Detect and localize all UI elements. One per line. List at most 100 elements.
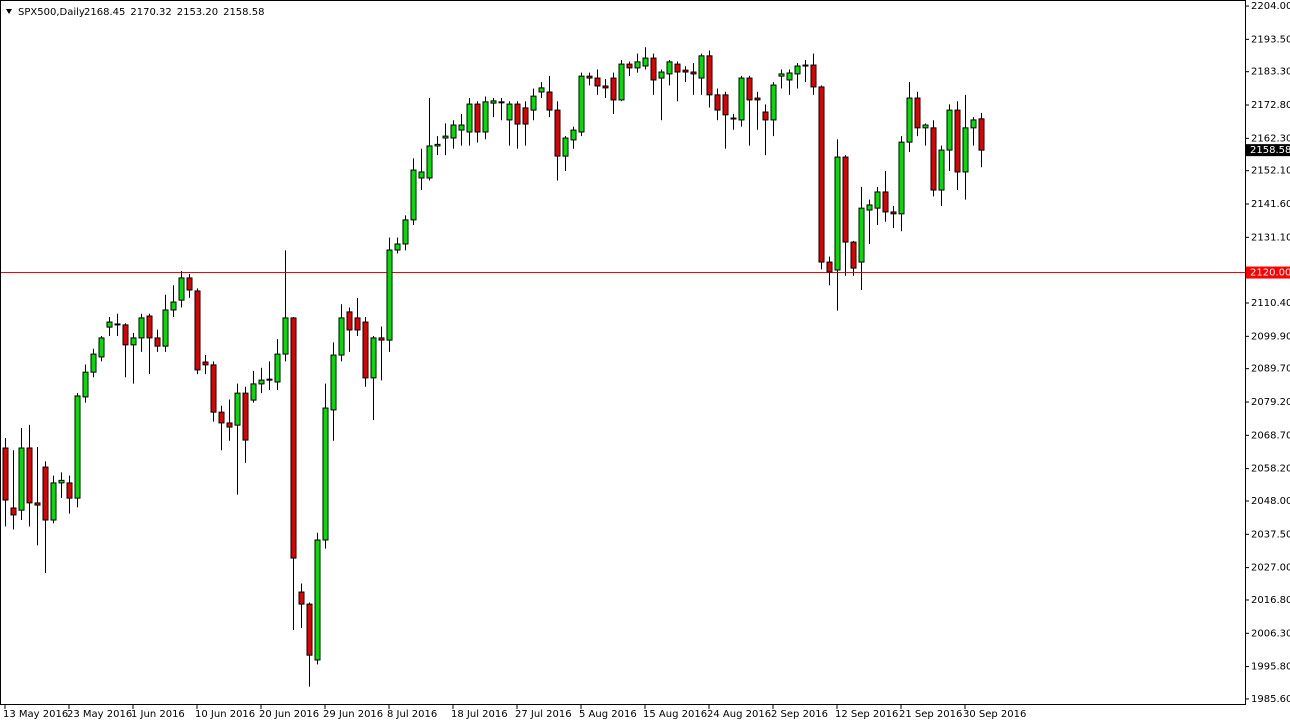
candle-body (874, 191, 881, 209)
y-tick-label: 2183.30 (1251, 67, 1290, 78)
candle-body (890, 211, 897, 215)
candle-body (914, 97, 921, 129)
candle-body (930, 127, 937, 191)
candle-body (626, 63, 633, 69)
candle-body (58, 479, 65, 484)
candle-body (450, 124, 457, 139)
y-tick-label: 2048.00 (1251, 496, 1290, 507)
y-tick-label: 2058.20 (1251, 464, 1290, 475)
y-tick-label: 2193.50 (1251, 34, 1290, 45)
ohlc-value: 2153.20 (177, 7, 218, 18)
candle-body (802, 64, 809, 67)
y-tick-label: 2131.10 (1251, 232, 1290, 243)
candle-body (778, 73, 785, 77)
candle-body (858, 207, 865, 263)
candle-body (122, 324, 129, 346)
y-tick-label: 2016.80 (1251, 595, 1290, 606)
candle-body (82, 371, 89, 398)
candle-body (562, 137, 569, 157)
candle-body (138, 317, 145, 339)
candle-body (418, 171, 425, 179)
candle-body (698, 55, 705, 79)
candle-body (282, 317, 289, 355)
candle-body (306, 603, 313, 656)
candle-body (594, 77, 601, 87)
candle-body (258, 379, 265, 385)
candle-body (410, 169, 417, 221)
candle-body (98, 337, 105, 358)
y-tick-label: 2027.00 (1251, 563, 1290, 574)
candle-body (690, 71, 697, 75)
x-tick-label: 5 Aug 2016 (579, 709, 637, 720)
x-tick-label: 1 Jun 2016 (131, 709, 185, 720)
candle-body (466, 103, 473, 133)
candle-body (602, 85, 609, 89)
y-tick-label: 2162.30 (1251, 133, 1290, 144)
x-tick-label: 15 Aug 2016 (643, 709, 707, 720)
y-tick-label: 2172.80 (1251, 100, 1290, 111)
candle-body (522, 107, 529, 125)
x-tick-label: 20 Jun 2016 (259, 709, 319, 720)
y-tick-label: 2079.20 (1251, 397, 1290, 408)
candle-body (682, 69, 689, 73)
candle-body (386, 249, 393, 341)
x-tick-label: 8 Jul 2016 (387, 709, 437, 720)
candle-body (746, 77, 753, 101)
candle-body (786, 72, 793, 81)
candle-body (218, 411, 225, 424)
plot-frame (0, 0, 1246, 705)
candle-body (394, 243, 401, 251)
candle-body (234, 392, 241, 426)
candle-body (18, 447, 25, 511)
candle-body (642, 57, 649, 67)
candle-body (810, 64, 817, 88)
candle-body (906, 97, 913, 143)
level-label: 2120.00 (1250, 268, 1290, 279)
candle-body (714, 94, 721, 111)
candle-body (186, 277, 193, 291)
candle-body (378, 337, 385, 341)
candle-body (898, 141, 905, 215)
candle-body (826, 261, 833, 273)
candle-body (154, 337, 161, 347)
candle-body (538, 87, 545, 93)
candle-body (818, 86, 825, 263)
candle-body (202, 361, 209, 366)
candle-body (362, 321, 369, 379)
candle-body (674, 63, 681, 73)
candle-body (194, 290, 201, 371)
x-tick-label: 27 Jul 2016 (515, 709, 572, 720)
candle-body (570, 129, 577, 141)
candle-body (474, 103, 481, 133)
candle-body (370, 337, 377, 379)
menu-arrow[interactable] (6, 9, 12, 14)
y-tick-label: 2152.10 (1251, 166, 1290, 177)
candle-body (178, 277, 185, 301)
candle-body (866, 204, 873, 211)
y-tick-label: 2110.40 (1251, 298, 1290, 309)
candle-body (730, 117, 737, 120)
x-tick-label: 30 Sep 2016 (963, 709, 1026, 720)
last-price-label: 2158.58 (1250, 145, 1290, 156)
candle-body (962, 127, 969, 173)
candle-body (650, 57, 657, 81)
candle-body (946, 109, 953, 151)
candle-body (146, 315, 153, 339)
candle-body (338, 317, 345, 356)
candle-body (754, 97, 761, 101)
x-tick-label: 29 Jun 2016 (323, 709, 383, 720)
candle-body (114, 323, 121, 326)
candle-body (162, 309, 169, 347)
ohlc-value: 2170.32 (130, 7, 171, 18)
candle-body (66, 482, 73, 499)
x-tick-label: 21 Sep 2016 (899, 709, 962, 720)
candle-body (458, 124, 465, 131)
candle-body (842, 156, 849, 243)
candle-body (658, 71, 665, 79)
candle-body (10, 507, 17, 516)
candle-body (938, 149, 945, 191)
candle-body (634, 61, 641, 69)
candle-body (210, 364, 217, 413)
candle-body (578, 75, 585, 133)
